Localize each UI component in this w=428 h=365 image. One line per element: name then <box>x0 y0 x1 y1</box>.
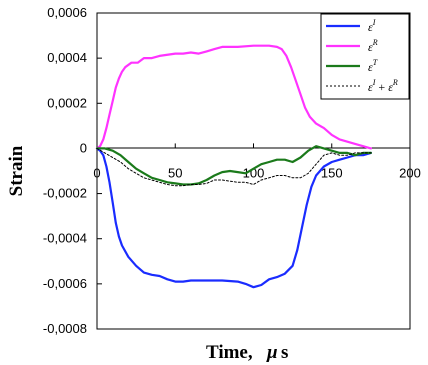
legend-label: εT <box>368 58 378 74</box>
series-line-reflected <box>95 44 372 150</box>
y-tick-label: -0,0008 <box>43 321 87 336</box>
y-tick-label: 0,0004 <box>47 50 87 65</box>
y-axis-ticks: 0,0006 0,0004 0,0002 0 -0,0002 -0,0004 -0,0006… <box>43 5 102 336</box>
x-axis-title-text: Time, <box>206 342 253 363</box>
x-axis-title-unit: s <box>281 342 288 363</box>
x-axis-ticks: 0 50 100 150 200 <box>93 143 421 180</box>
x-axis-title-mu: μ <box>266 342 278 363</box>
series-line-sum <box>96 147 372 187</box>
legend-entries: εI εR εT εI + εR <box>326 18 398 94</box>
series-lines <box>95 44 372 289</box>
plot-area <box>96 12 411 330</box>
legend-label: εI <box>368 18 376 34</box>
legend: εI εR εT εI + εR <box>320 13 410 100</box>
y-tick-label: 0,0002 <box>47 95 87 110</box>
y-tick-label: -0,0002 <box>43 186 87 201</box>
legend-box <box>320 13 410 100</box>
legend-label: εI + εR <box>368 78 398 94</box>
y-tick-label: -0,0006 <box>43 276 87 291</box>
x-tick-label: 50 <box>168 165 182 180</box>
y-tick-label: 0 <box>80 140 87 155</box>
x-axis-title: Time, μ s <box>206 342 288 363</box>
x-tick-label: 200 <box>399 165 421 180</box>
y-axis-title: Strain <box>6 145 27 196</box>
legend-label: εR <box>368 38 378 54</box>
series-line-incident <box>95 147 372 289</box>
y-tick-label: -0,0004 <box>43 231 87 246</box>
y-tick-label: 0,0006 <box>47 5 87 20</box>
x-tick-label: 100 <box>243 165 265 180</box>
series-line-transmitted <box>95 145 372 186</box>
x-tick-label: 150 <box>321 165 343 180</box>
x-tick-label: 0 <box>93 165 100 180</box>
